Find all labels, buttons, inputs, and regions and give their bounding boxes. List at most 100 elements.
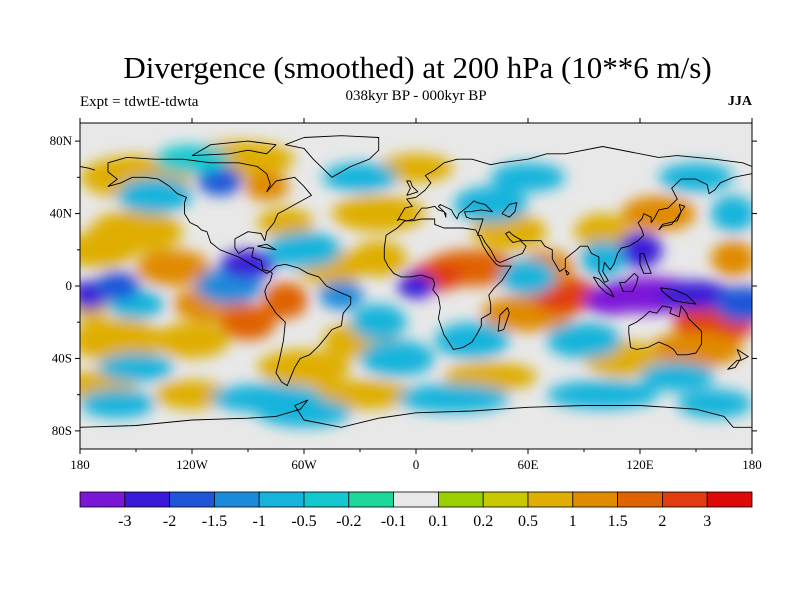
field-cell	[574, 213, 631, 250]
coastline	[592, 276, 615, 298]
y-tick-label: 0	[66, 278, 73, 293]
field-cell	[500, 258, 556, 295]
colorbar-swatch	[706, 491, 753, 508]
field-cell	[89, 210, 183, 254]
colorbar-swatch	[169, 491, 215, 508]
coastline	[501, 202, 518, 218]
colorbar-label: 1	[569, 513, 577, 530]
colorbar-swatch	[124, 491, 171, 508]
field-cell	[397, 383, 510, 413]
field-cell	[658, 162, 734, 192]
coastline	[406, 180, 419, 196]
colorbar-swatch	[393, 491, 439, 508]
plot-title: Divergence (smoothed) at 200 hPa (10**6 …	[123, 50, 712, 85]
field-cell	[617, 231, 663, 268]
coastline	[658, 204, 686, 231]
field-cell	[397, 273, 435, 299]
field-cell	[444, 362, 538, 392]
experiment-label: Expt = tdwtE-tdwta	[80, 94, 199, 110]
colorbar-label: 1.5	[608, 513, 628, 530]
field-cell	[677, 389, 752, 419]
field-cell	[490, 162, 566, 192]
x-tick-label: 120E	[626, 457, 654, 472]
colorbar-swatch	[79, 491, 126, 508]
coastline	[257, 243, 277, 251]
field-cell	[378, 153, 454, 183]
colorbar-label: -1.5	[202, 513, 227, 530]
field-cell	[453, 186, 528, 223]
field-cell	[649, 331, 743, 368]
field-cell	[658, 280, 734, 310]
y-tick-label: 80S	[52, 423, 72, 438]
field-cell	[244, 171, 290, 201]
y-tick-label: 40S	[52, 350, 72, 365]
coastline	[107, 156, 312, 274]
coastline	[497, 307, 510, 332]
field-cell	[220, 249, 276, 279]
coastline	[660, 287, 697, 305]
coastline	[284, 135, 380, 178]
x-tick-label: 60E	[518, 457, 539, 472]
field-cell	[710, 195, 752, 232]
coastline	[264, 263, 352, 387]
x-tick-label: 180	[742, 457, 762, 472]
field-cell	[546, 380, 659, 410]
field-cell	[98, 353, 174, 382]
coastline	[80, 166, 96, 171]
colorbar-swatch	[572, 491, 618, 508]
colorbar-swatch	[348, 491, 394, 508]
colorbar-label: -0.5	[291, 513, 316, 530]
colorbar-label: 3	[703, 513, 711, 530]
field-cell	[546, 322, 622, 359]
field-cell	[360, 340, 435, 377]
colorbar-swatch	[437, 491, 484, 508]
field-cell	[350, 304, 407, 341]
coastline	[628, 305, 703, 356]
coastline	[619, 272, 639, 292]
field-cell	[322, 162, 398, 192]
plot-subtitle: 038kyr BP - 000kyr BP	[345, 88, 487, 104]
y-tick-label: 80N	[50, 133, 73, 148]
field-cell	[621, 195, 696, 232]
field-cell	[197, 166, 243, 196]
field-cell	[257, 208, 314, 238]
coastline	[80, 399, 752, 428]
field-cell	[640, 362, 715, 392]
season-label: JJA	[727, 94, 752, 109]
coastline	[383, 218, 512, 350]
coastline	[396, 173, 752, 283]
colorbar-label: 0.2	[473, 513, 493, 530]
map-area	[80, 123, 752, 449]
colorbar-swatch	[617, 491, 663, 508]
colorbar-label: -0.1	[381, 513, 406, 530]
colorbar-label: -3	[118, 513, 131, 530]
colorbar-swatch	[213, 491, 260, 508]
colorbar-label: 0.5	[518, 513, 538, 530]
colorbar-label: 0.1	[428, 513, 448, 530]
field-cell	[714, 286, 752, 323]
field-cell	[584, 286, 640, 315]
colorbar-swatch	[527, 491, 574, 508]
x-tick-label: 0	[413, 457, 420, 472]
divergence-field	[80, 141, 752, 428]
field-cell	[154, 380, 230, 410]
y-tick-label: 40N	[50, 206, 73, 221]
field-cell	[710, 240, 752, 277]
field-cell	[117, 177, 192, 214]
field-cell	[257, 349, 351, 386]
field-cell	[257, 398, 351, 428]
colorbar: -3 -2 -1.5 -1 -0.5 -0.2 -0.1 0.1 0.2 0.5 1 1.5 2 3	[79, 491, 753, 530]
coastline	[727, 349, 749, 370]
colorbar-label: 2	[658, 513, 666, 530]
map-axes: 80N 40N 0 40S 80S 180 120W 60W 0 60E 120E 180	[50, 118, 762, 472]
field-cell	[350, 240, 407, 277]
field-cell	[136, 249, 211, 286]
colorbar-label: -2	[163, 513, 176, 530]
x-tick-label: 120W	[176, 457, 209, 472]
field-cell	[332, 195, 426, 232]
colorbar-swatch	[482, 491, 529, 508]
coastline	[564, 269, 570, 276]
coastline	[639, 252, 652, 274]
colorbar-swatch	[303, 491, 350, 508]
